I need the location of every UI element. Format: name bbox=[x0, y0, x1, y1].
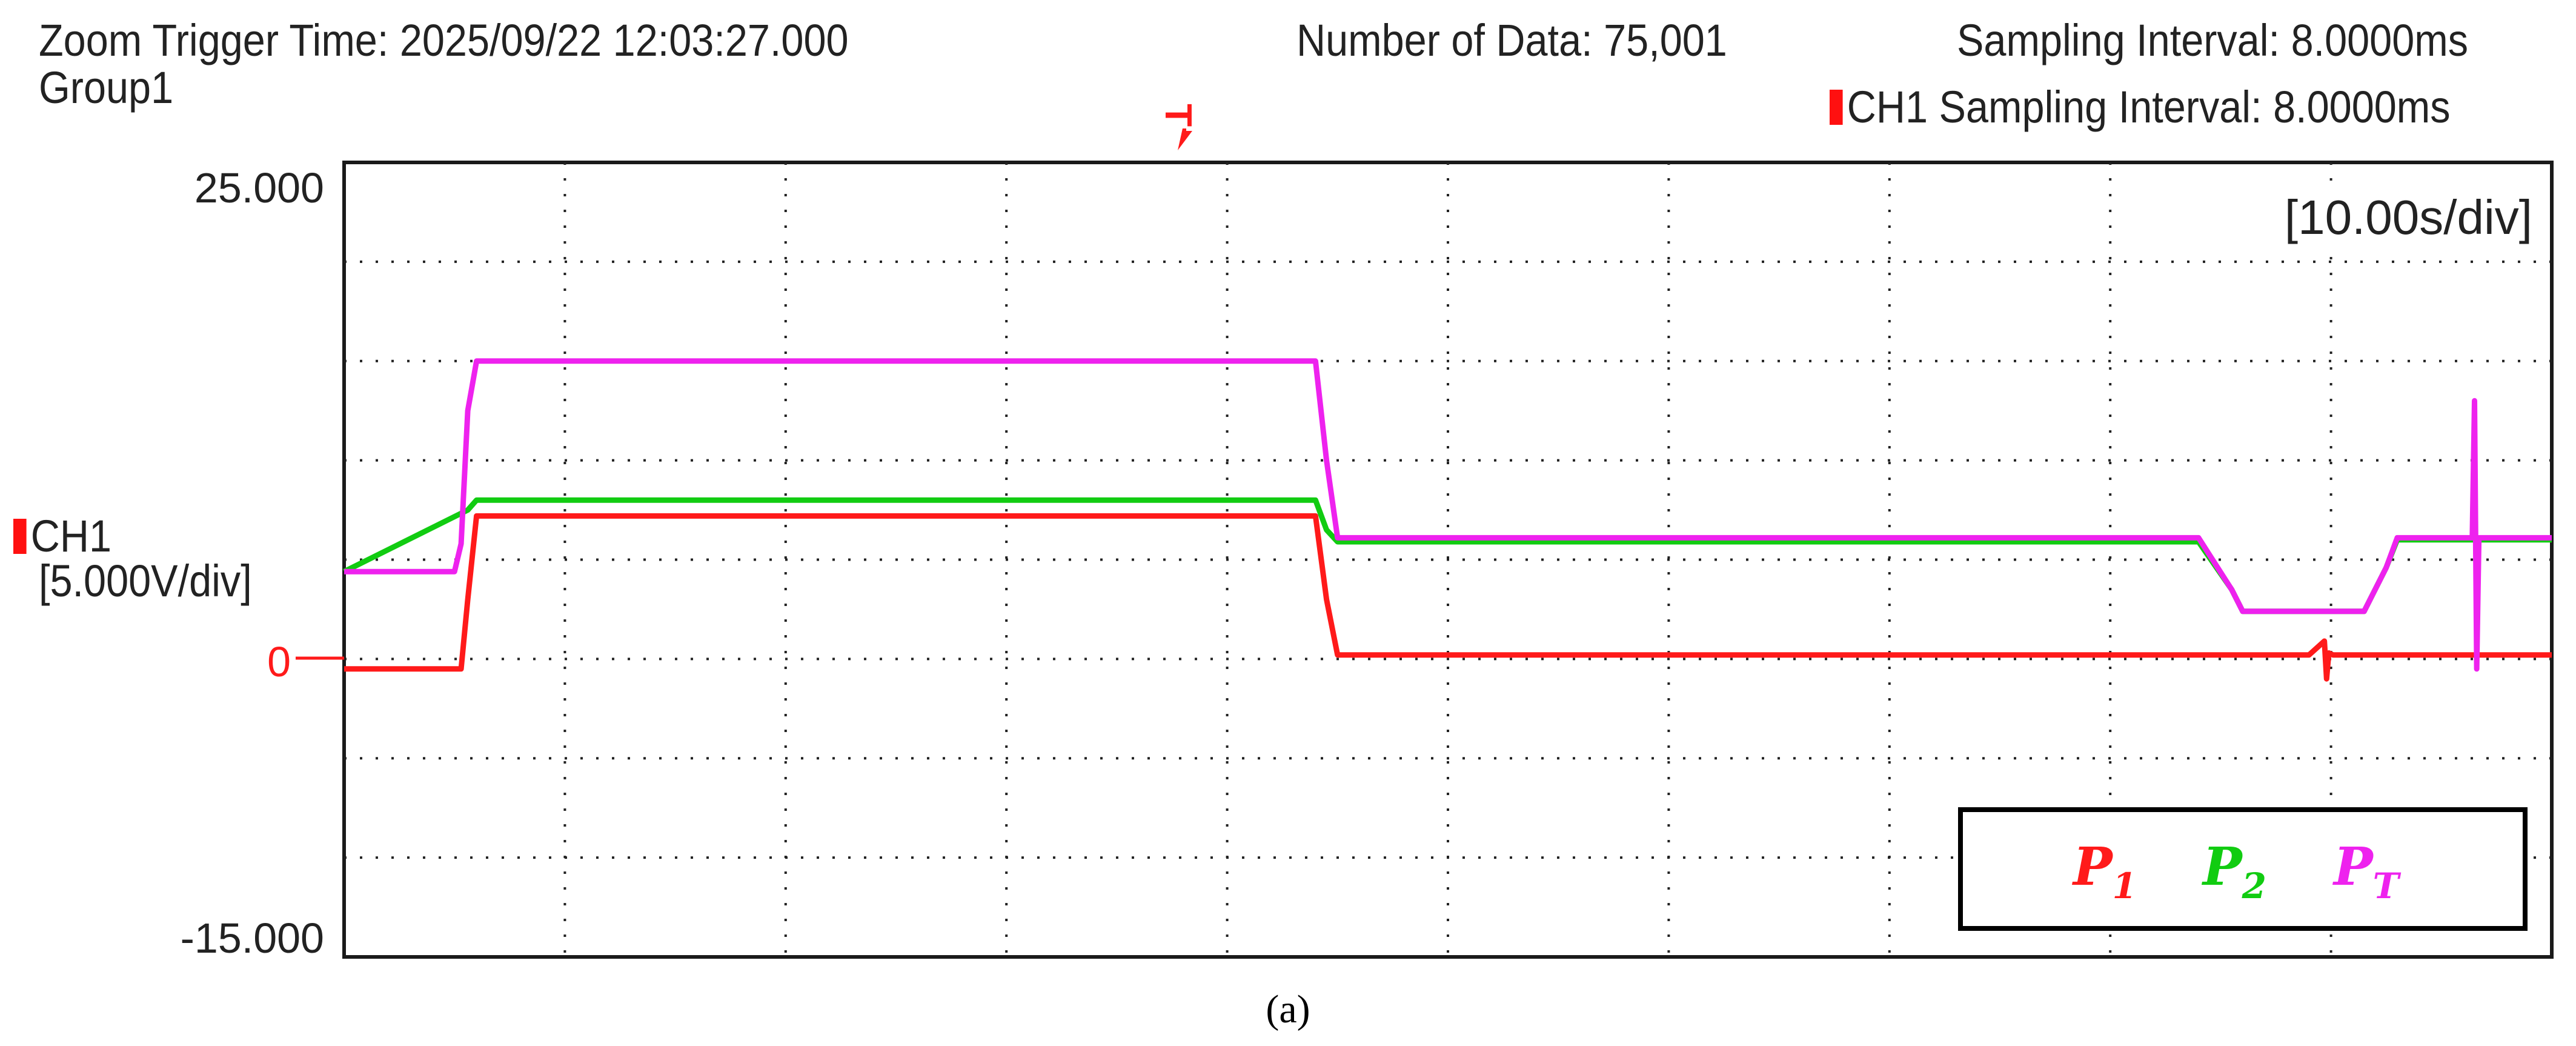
ch1-name: CH1 bbox=[30, 511, 112, 561]
ch1-label: CH1 bbox=[13, 514, 111, 559]
legend-pt-sub: T bbox=[2373, 865, 2402, 907]
legend-p2-sub: 2 bbox=[2242, 865, 2266, 907]
sampling-interval: Sampling Interval: 8.0000ms bbox=[1957, 15, 2469, 65]
trace-pt bbox=[344, 358, 2552, 672]
legend-pt-main: P bbox=[2332, 836, 2374, 898]
traces bbox=[342, 358, 2552, 682]
trigger-marker: T bbox=[1157, 104, 1199, 150]
legend-item-p1: P1 bbox=[2071, 836, 2137, 907]
ch1-scale: [5.000V/div] bbox=[39, 556, 252, 606]
number-of-data: Number of Data: 75,001 bbox=[1296, 15, 1727, 65]
trigger-marker-letter: T bbox=[1157, 104, 1199, 127]
group-label: Group1 bbox=[39, 62, 174, 113]
ch1-color-swatch bbox=[1830, 90, 1843, 125]
trace-p1 bbox=[344, 513, 2552, 682]
time-div-background bbox=[2229, 182, 2538, 248]
legend-p1-sub: 1 bbox=[2113, 865, 2137, 907]
figure-caption: (a) bbox=[1266, 987, 1310, 1031]
ch1-marker bbox=[13, 519, 27, 554]
time-div-label: [10.00s/div] bbox=[2285, 190, 2532, 244]
legend-item-p2: P2 bbox=[2201, 836, 2266, 907]
ch1-sampling-interval-text: CH1 Sampling Interval: 8.0000ms bbox=[1847, 82, 2451, 132]
legend: P1 P2 PT bbox=[1958, 807, 2528, 931]
ytick-label-top: 25.000 bbox=[194, 164, 324, 212]
trigger-arrow-icon bbox=[1178, 128, 1192, 150]
legend-box bbox=[1958, 807, 2528, 931]
ytick-label-bottom: -15.000 bbox=[181, 914, 324, 962]
legend-p1-main: P bbox=[2071, 836, 2114, 898]
legend-p2-main: P bbox=[2201, 836, 2243, 898]
legend-item-pt: PT bbox=[2332, 836, 2402, 907]
zoom-trigger-time: Zoom Trigger Time: 2025/09/22 12:03:27.0… bbox=[39, 15, 849, 65]
ch1-sampling-interval: CH1 Sampling Interval: 8.0000ms bbox=[1830, 85, 2451, 130]
grid bbox=[344, 162, 2552, 957]
ytick-label-zero: 0 bbox=[267, 638, 291, 685]
